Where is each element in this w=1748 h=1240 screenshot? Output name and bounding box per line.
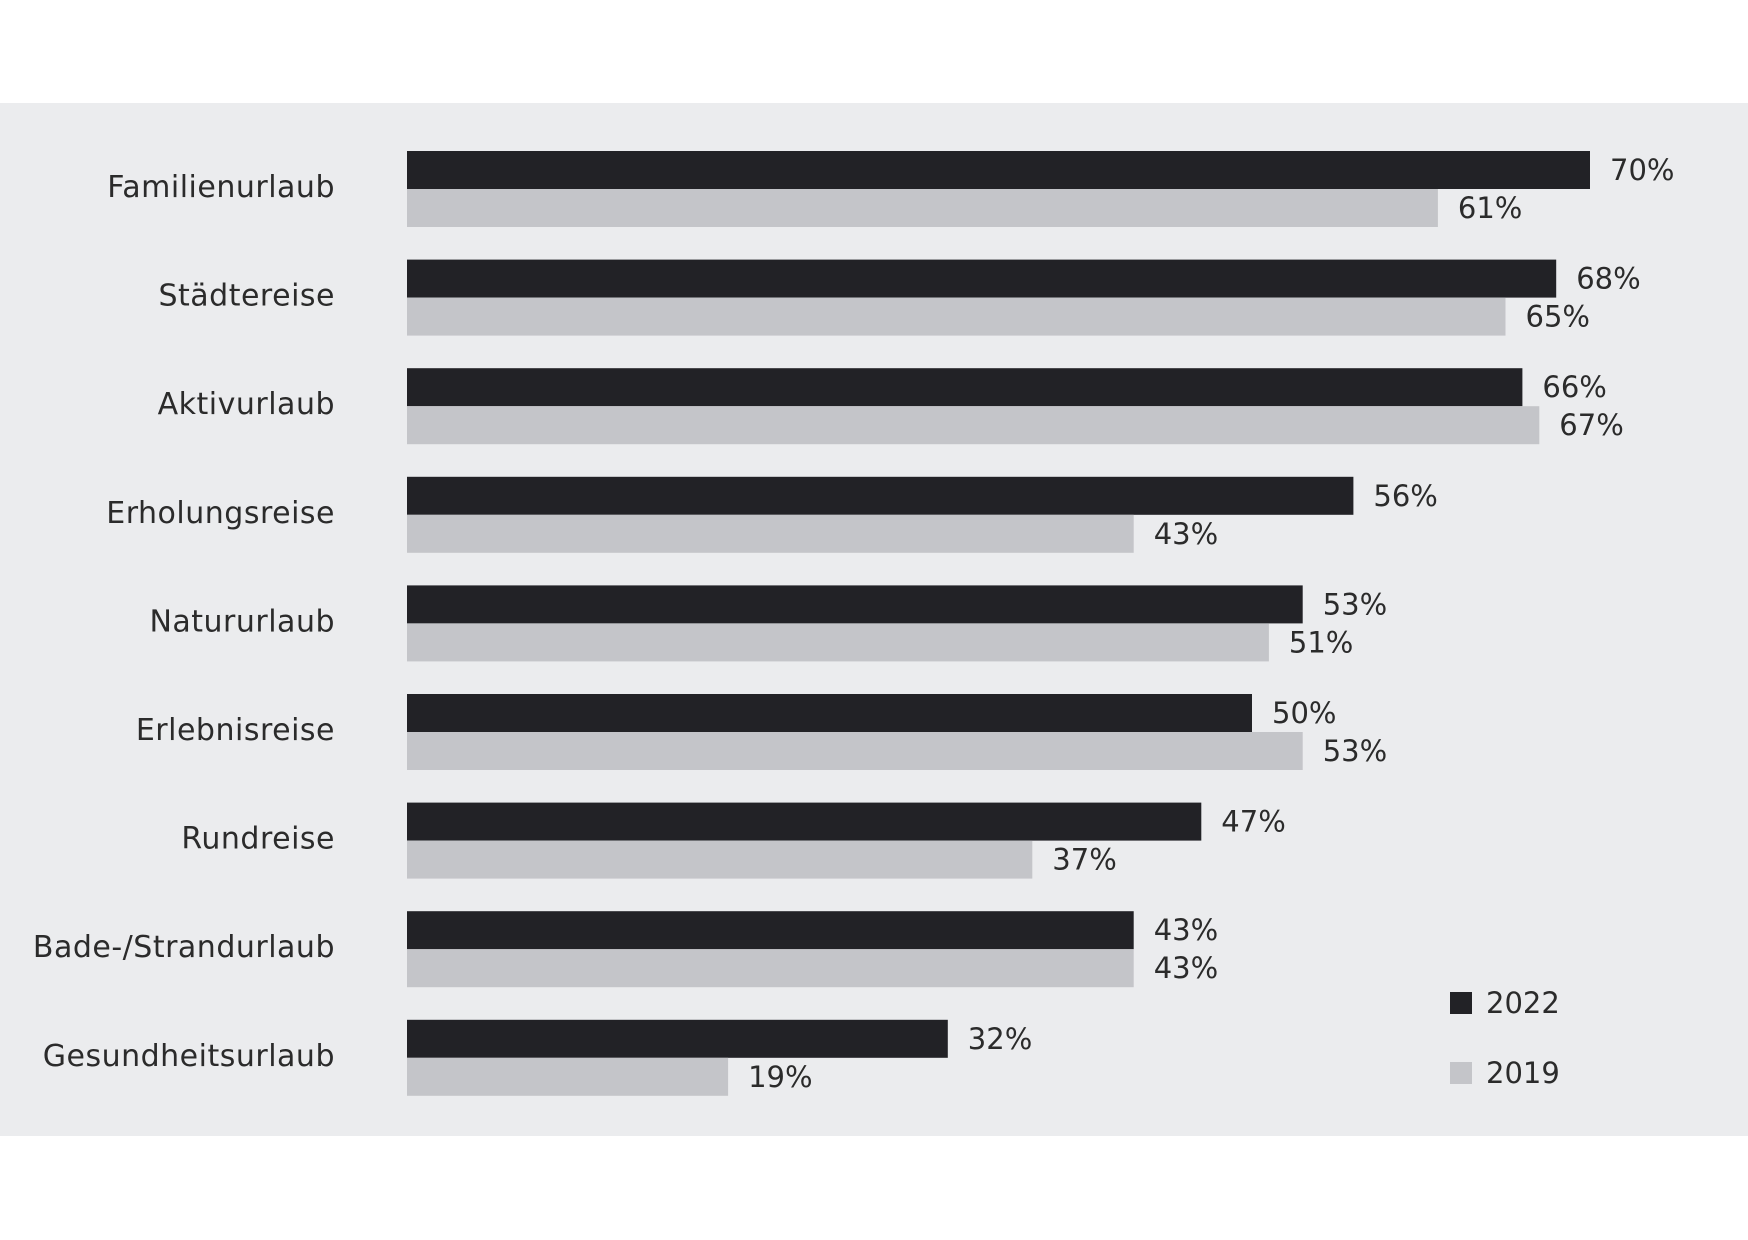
- category-label-aktivurlaub: Aktivurlaub: [158, 387, 335, 422]
- value-label-natururlaub-2019: 51%: [1289, 625, 1353, 659]
- bar-bade-strandurlaub-2022: [407, 911, 1134, 950]
- bar-erlebnisreise-2019: [407, 732, 1303, 770]
- bar-aktivurlaub-2019: [407, 406, 1540, 445]
- value-label-bade-strandurlaub-2022: 43%: [1154, 913, 1218, 947]
- category-label-gesundheitsurlaub: Gesundheitsurlaub: [43, 1039, 335, 1074]
- bar-rundreise-2022: [407, 802, 1202, 841]
- bar-natururlaub-2019: [407, 623, 1269, 662]
- bar-erholungsreise-2022: [407, 476, 1354, 515]
- value-label-aktivurlaub-2022: 66%: [1542, 370, 1606, 404]
- legend-swatch-2022: [1450, 992, 1472, 1014]
- category-label-erlebnisreise: Erlebnisreise: [136, 713, 335, 748]
- bar-aktivurlaub-2022: [407, 368, 1523, 407]
- bar-rundreise-2019: [407, 840, 1033, 879]
- category-labels: Familienurlaub Städtereise Aktivurlaub Erho…: [33, 170, 335, 1074]
- bar-städtereise-2019: [407, 297, 1506, 336]
- value-label-familienurlaub-2019: 61%: [1458, 191, 1522, 225]
- bar-familienurlaub-2019: [407, 189, 1438, 227]
- legend-swatch-2019: [1450, 1062, 1472, 1084]
- value-label-erholungsreise-2019: 43%: [1154, 517, 1218, 551]
- bar-natururlaub-2022: [407, 585, 1303, 624]
- value-label-natururlaub-2022: 53%: [1323, 587, 1387, 621]
- value-labels: 70% 61% 68% 65% 66% 67% 56% 43% 53% 51% 50% 53% 47% 3…: [748, 153, 1674, 1094]
- value-label-erlebnisreise-2019: 53%: [1323, 734, 1387, 768]
- value-label-gesundheitsurlaub-2019: 19%: [748, 1060, 812, 1094]
- category-label-städtereise: Städtereise: [158, 279, 335, 314]
- value-label-familienurlaub-2022: 70%: [1610, 153, 1674, 187]
- bar-städtereise-2022: [407, 259, 1557, 298]
- bar-erholungsreise-2019: [407, 514, 1134, 553]
- value-label-aktivurlaub-2019: 67%: [1559, 408, 1623, 442]
- bar-gesundheitsurlaub-2019: [407, 1057, 729, 1096]
- value-label-rundreise-2019: 37%: [1052, 843, 1116, 877]
- value-label-städtereise-2019: 65%: [1526, 300, 1590, 334]
- bar-bade-strandurlaub-2019: [407, 949, 1134, 988]
- bar-gesundheitsurlaub-2022: [407, 1019, 948, 1058]
- legend: 2022 2019: [1450, 986, 1560, 1090]
- value-label-erlebnisreise-2022: 50%: [1272, 696, 1336, 730]
- category-label-erholungsreise: Erholungsreise: [106, 496, 335, 531]
- legend-label-2019: 2019: [1486, 1056, 1560, 1090]
- value-label-städtereise-2022: 68%: [1576, 262, 1640, 296]
- category-label-rundreise: Rundreise: [181, 822, 335, 857]
- bars: [407, 151, 1590, 1096]
- bar-erlebnisreise-2022: [407, 694, 1252, 732]
- category-label-natururlaub: Natururlaub: [149, 604, 335, 639]
- value-label-bade-strandurlaub-2019: 43%: [1154, 951, 1218, 985]
- bar-familienurlaub-2022: [407, 151, 1590, 189]
- value-label-rundreise-2022: 47%: [1221, 805, 1285, 839]
- category-label-bade-strandurlaub: Bade-/Strandurlaub: [33, 930, 335, 965]
- value-label-erholungsreise-2022: 56%: [1373, 479, 1437, 513]
- category-label-familienurlaub: Familienurlaub: [107, 170, 335, 205]
- legend-label-2022: 2022: [1486, 986, 1560, 1020]
- value-label-gesundheitsurlaub-2022: 32%: [968, 1022, 1032, 1056]
